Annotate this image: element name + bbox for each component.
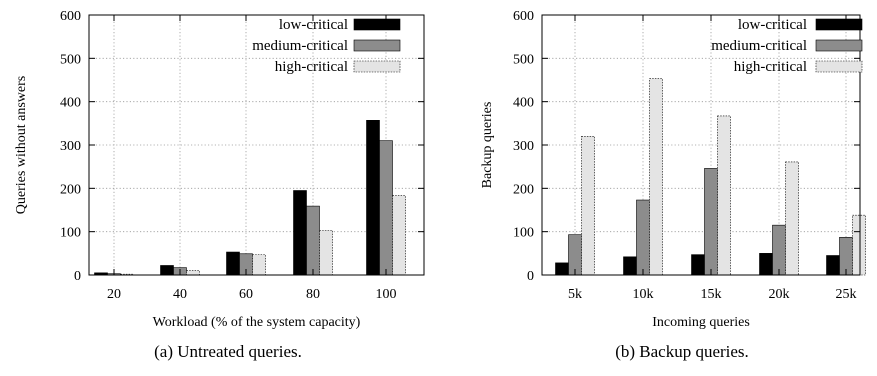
bar-high-80: [319, 230, 333, 276]
bar-medium-80: [306, 205, 320, 276]
chart-panel-2: 0 100 200 300 400 500 600 5k 10k 15k 20k 25k Incomin…: [480, 9, 866, 361]
bar-low-25k: [826, 255, 840, 276]
legend-swatch-low: [353, 18, 401, 31]
bar-high-40: [186, 270, 200, 276]
bar-low-20k: [759, 253, 773, 276]
bar-low-80: [293, 190, 307, 276]
x-tick-label: 40: [173, 287, 187, 302]
legend-swatch-high: [815, 60, 863, 73]
x-axis-label: Workload (% of the system capacity): [153, 315, 361, 330]
x-tick-label: 100: [376, 287, 397, 302]
bar-medium-15k: [704, 168, 718, 276]
legend-swatch-medium: [815, 39, 863, 52]
y-tick-label: 500: [513, 52, 534, 67]
bar-low-5k: [555, 262, 569, 276]
legend-label-low: low-critical: [279, 17, 348, 33]
y-tick-label: 0: [527, 269, 534, 284]
y-tick-label: 600: [60, 9, 81, 24]
y-tick-label: 100: [60, 226, 81, 241]
bar-high-10k: [649, 78, 663, 276]
bar-low-10k: [623, 256, 637, 276]
y-tick-label: 100: [513, 226, 534, 241]
y-tick-label: 400: [60, 96, 81, 111]
y-tick-label: 200: [60, 182, 81, 197]
bar-high-5k: [581, 136, 595, 276]
legend-label-medium: medium-critical: [711, 38, 807, 54]
bar-high-25k: [852, 214, 866, 276]
x-tick-label: 5k: [568, 287, 582, 302]
chart-caption: (a) Untreated queries.: [154, 342, 302, 361]
legend-label-high: high-critical: [734, 59, 807, 75]
x-tick-label: 80: [306, 287, 320, 302]
bar-high-60: [252, 254, 266, 276]
x-tick-label: 60: [239, 287, 253, 302]
legend-swatch-low: [815, 18, 863, 31]
y-axis-label: Backup queries: [480, 102, 495, 189]
x-tick-label: 20k: [769, 287, 790, 302]
bar-low-60: [226, 251, 240, 276]
x-axis-label: Incoming queries: [652, 315, 750, 330]
y-axis-label: Queries without answers: [14, 76, 29, 214]
bar-medium-5k: [568, 234, 582, 276]
y-tick-label: 500: [60, 52, 81, 67]
legend-label-high: high-critical: [275, 59, 348, 75]
legend-swatch-high: [353, 60, 401, 73]
bar-medium-100: [379, 140, 393, 276]
y-tick-label: 300: [513, 139, 534, 154]
bar-medium-10k: [636, 199, 650, 276]
bar-low-15k: [691, 254, 705, 276]
bar-low-40: [160, 265, 174, 276]
x-tick-label: 25k: [836, 287, 857, 302]
chart-caption: (b) Backup queries.: [615, 342, 749, 361]
y-tick-label: 600: [513, 9, 534, 24]
legend-label-low: low-critical: [738, 17, 807, 33]
y-tick-label: 400: [513, 96, 534, 111]
chart-panel-1: 0 100 200 300 400 500 600 20 40 60 80 100 Workload (…: [14, 9, 425, 361]
y-tick-label: 0: [74, 269, 81, 284]
x-tick-label: 10k: [633, 287, 654, 302]
x-tick-label: 20: [107, 287, 121, 302]
bar-medium-20k: [772, 224, 786, 276]
bar-low-100: [366, 120, 380, 276]
bar-high-100: [392, 195, 406, 276]
bar-high-15k: [717, 115, 731, 276]
legend-label-medium: medium-critical: [252, 38, 348, 54]
y-tick-label: 200: [513, 182, 534, 197]
bar-high-20k: [785, 161, 799, 276]
y-tick-label: 300: [60, 139, 81, 154]
x-tick-label: 15k: [701, 287, 722, 302]
legend-swatch-medium: [353, 39, 401, 52]
